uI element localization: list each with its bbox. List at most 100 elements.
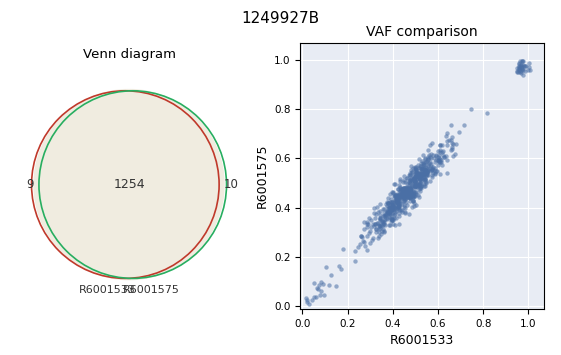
Point	[406, 177, 415, 182]
Point	[398, 189, 407, 195]
Point	[418, 153, 427, 158]
Point	[385, 222, 394, 228]
Point	[421, 172, 430, 178]
Point	[423, 166, 432, 172]
Point	[389, 204, 398, 210]
Point	[387, 215, 396, 220]
Point	[407, 176, 416, 182]
Point	[404, 194, 413, 200]
Point	[421, 159, 430, 165]
Point	[399, 190, 408, 196]
Point	[374, 223, 383, 228]
Point	[406, 173, 415, 178]
Point	[393, 203, 402, 209]
Point	[449, 153, 458, 158]
Point	[410, 189, 419, 195]
Point	[420, 168, 429, 173]
Point	[387, 215, 396, 221]
Point	[420, 169, 429, 175]
Point	[424, 154, 433, 160]
Point	[396, 188, 404, 194]
Point	[411, 172, 420, 178]
Point	[448, 144, 457, 149]
Point	[417, 178, 426, 183]
Point	[404, 189, 413, 194]
Point	[405, 186, 414, 192]
Point	[431, 157, 440, 162]
Point	[380, 219, 389, 225]
Point	[514, 67, 523, 73]
Point	[421, 176, 430, 181]
Point	[415, 171, 424, 176]
Point	[434, 157, 443, 163]
Point	[388, 217, 397, 223]
Point	[384, 200, 393, 206]
Point	[375, 224, 384, 229]
Point	[392, 200, 401, 206]
Point	[376, 201, 385, 206]
Point	[440, 154, 449, 159]
Point	[410, 183, 419, 189]
Point	[416, 183, 425, 189]
Point	[413, 162, 422, 168]
Point	[420, 176, 429, 182]
Point	[438, 148, 447, 154]
Point	[420, 161, 429, 166]
Point	[416, 180, 425, 185]
Point	[394, 204, 403, 210]
Point	[526, 67, 535, 73]
Point	[424, 156, 433, 162]
Point	[406, 195, 415, 200]
Point	[390, 193, 399, 199]
Point	[525, 60, 534, 66]
Point	[514, 60, 523, 66]
Point	[390, 197, 399, 203]
Point	[434, 155, 443, 160]
Point	[408, 176, 417, 182]
Point	[387, 218, 396, 224]
Point	[423, 159, 432, 164]
Point	[393, 186, 402, 192]
Point	[394, 186, 403, 192]
Point	[421, 179, 430, 185]
Point	[442, 153, 450, 159]
Point	[389, 191, 398, 196]
Point	[416, 173, 425, 179]
Point	[398, 195, 407, 201]
Point	[370, 221, 379, 226]
Point	[419, 163, 427, 168]
Point	[388, 216, 397, 222]
Point	[428, 167, 437, 173]
Point	[404, 193, 413, 198]
Point	[392, 195, 401, 200]
Point	[331, 284, 340, 289]
Point	[518, 58, 527, 64]
Point	[383, 208, 392, 213]
Point	[414, 195, 423, 200]
Point	[379, 206, 388, 212]
Point	[404, 194, 413, 200]
Point	[431, 152, 440, 158]
Point	[408, 192, 417, 198]
Point	[411, 183, 420, 189]
Point	[436, 156, 445, 162]
Point	[415, 186, 424, 192]
Point	[514, 63, 523, 69]
Point	[414, 170, 423, 176]
Point	[381, 213, 390, 218]
Point	[404, 189, 413, 195]
Point	[369, 235, 378, 241]
Point	[377, 228, 386, 234]
Point	[387, 197, 396, 202]
Point	[411, 166, 420, 172]
Point	[411, 192, 420, 197]
Point	[408, 192, 417, 198]
Point	[394, 182, 403, 188]
Point	[426, 165, 435, 170]
Point	[401, 185, 410, 191]
Point	[305, 301, 314, 306]
Point	[376, 222, 385, 228]
Point	[302, 297, 311, 303]
Point	[387, 202, 396, 208]
Point	[395, 196, 404, 201]
